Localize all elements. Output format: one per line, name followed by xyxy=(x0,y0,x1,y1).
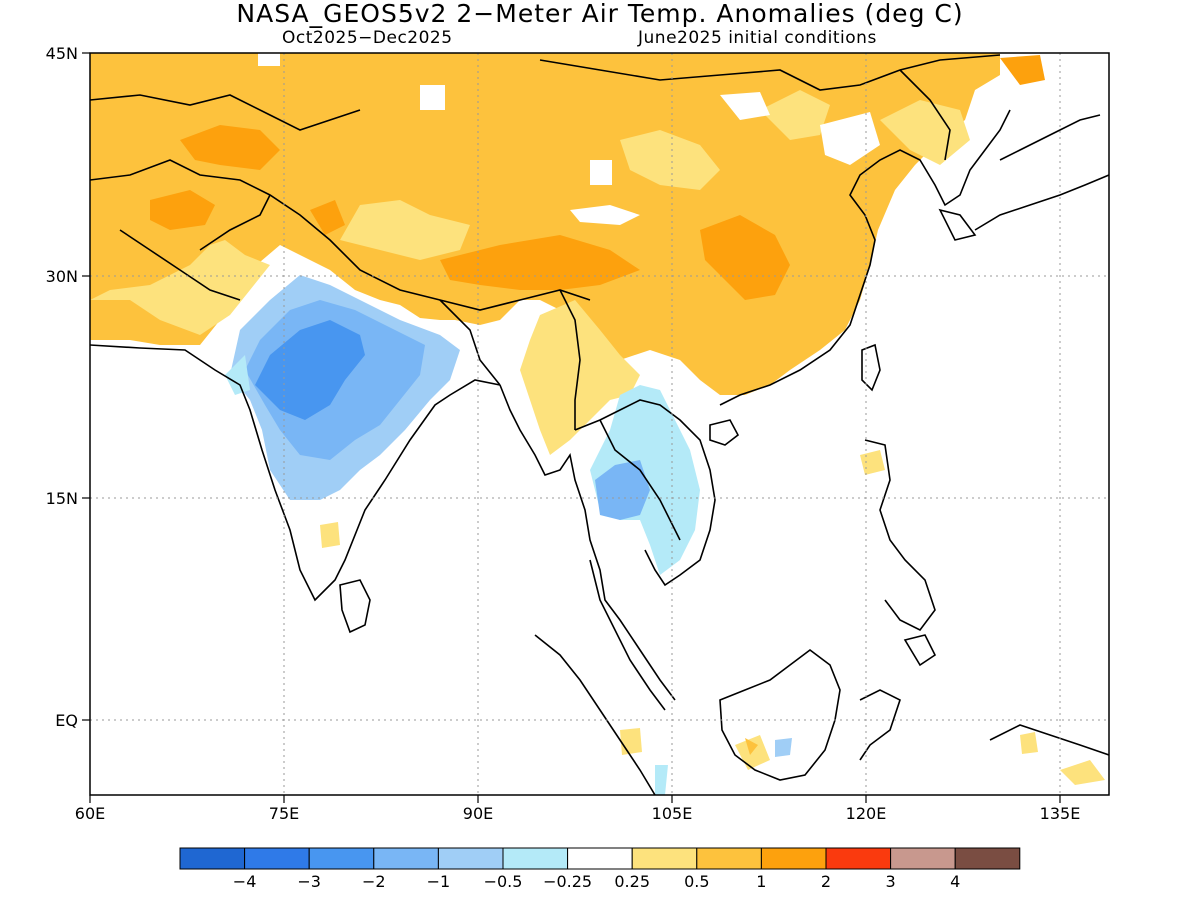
map-title: NASA_GEOS5v2 2−Meter Air Temp. Anomalies… xyxy=(236,0,964,28)
cold-anomaly-india-core xyxy=(255,320,365,420)
strong-warm-region xyxy=(150,190,215,230)
lon-label: 90E xyxy=(463,804,493,823)
lon-label: 135E xyxy=(1040,804,1081,823)
lon-label: 105E xyxy=(652,804,693,823)
colorbar-label: 1 xyxy=(756,872,766,891)
colorbar-swatch xyxy=(502,847,569,870)
map-frame xyxy=(89,52,1110,796)
colorbar-swatch xyxy=(825,847,892,870)
colorbar-label: −3 xyxy=(297,872,321,891)
colorbar xyxy=(179,847,1021,870)
colorbar-label: 3 xyxy=(886,872,896,891)
colorbar-label: 0.5 xyxy=(684,872,709,891)
longitude-labels: 60E 75E 90E 105E 120E 135E xyxy=(75,804,1081,823)
lat-label: 15N xyxy=(46,489,78,508)
coastlines xyxy=(90,54,1109,795)
lat-label: EQ xyxy=(55,711,78,730)
colorbar-label: 4 xyxy=(950,872,960,891)
colorbar-label: −0.25 xyxy=(543,872,592,891)
mild-warm-region xyxy=(90,240,270,335)
colorbar-swatch xyxy=(437,847,504,870)
colorbar-label: 2 xyxy=(821,872,831,891)
colorbar-label: 0.25 xyxy=(614,872,650,891)
warm-anomaly-region xyxy=(90,53,1000,395)
colorbar-swatch xyxy=(890,847,956,870)
axis-ticks xyxy=(82,52,1061,803)
colorbar-swatch xyxy=(696,847,762,870)
colorbar-swatch xyxy=(567,847,633,870)
colorbar-label: −1 xyxy=(427,872,451,891)
colorbar-swatch xyxy=(179,847,246,870)
lon-label: 75E xyxy=(269,804,299,823)
gridlines xyxy=(90,53,1109,795)
lon-label: 60E xyxy=(75,804,105,823)
mild-warm-region xyxy=(620,130,720,190)
mild-warm-region xyxy=(760,90,830,140)
colorbar-swatch xyxy=(760,847,827,870)
colorbar-label: −0.5 xyxy=(484,872,523,891)
colorbar-labels: −4 −3 −2 −1 −0.5 −0.25 0.25 0.5 1 2 3 4 xyxy=(233,872,960,891)
latitude-labels: 45N 30N 15N EQ xyxy=(46,44,78,730)
lon-label: 120E xyxy=(846,804,887,823)
period-subtitle: Oct2025−Dec2025 xyxy=(282,28,453,48)
init-subtitle: June2025 initial conditions xyxy=(638,28,877,48)
strong-warm-region xyxy=(700,215,790,300)
mild-warm-region xyxy=(340,200,470,260)
colorbar-swatch xyxy=(954,847,1021,870)
mild-warm-region xyxy=(520,300,640,455)
lat-label: 45N xyxy=(46,44,78,63)
strong-warm-region xyxy=(180,125,280,170)
colorbar-swatch xyxy=(373,847,439,870)
colorbar-swatch xyxy=(244,847,310,870)
colorbar-swatch xyxy=(308,847,375,870)
strong-warm-region xyxy=(310,200,345,235)
anomaly-fill-layer xyxy=(90,53,1109,795)
colorbar-label: −2 xyxy=(362,872,386,891)
strong-warm-region xyxy=(1000,55,1045,85)
lat-label: 30N xyxy=(46,267,78,286)
colorbar-swatch xyxy=(631,847,698,870)
colorbar-label: −4 xyxy=(233,872,257,891)
